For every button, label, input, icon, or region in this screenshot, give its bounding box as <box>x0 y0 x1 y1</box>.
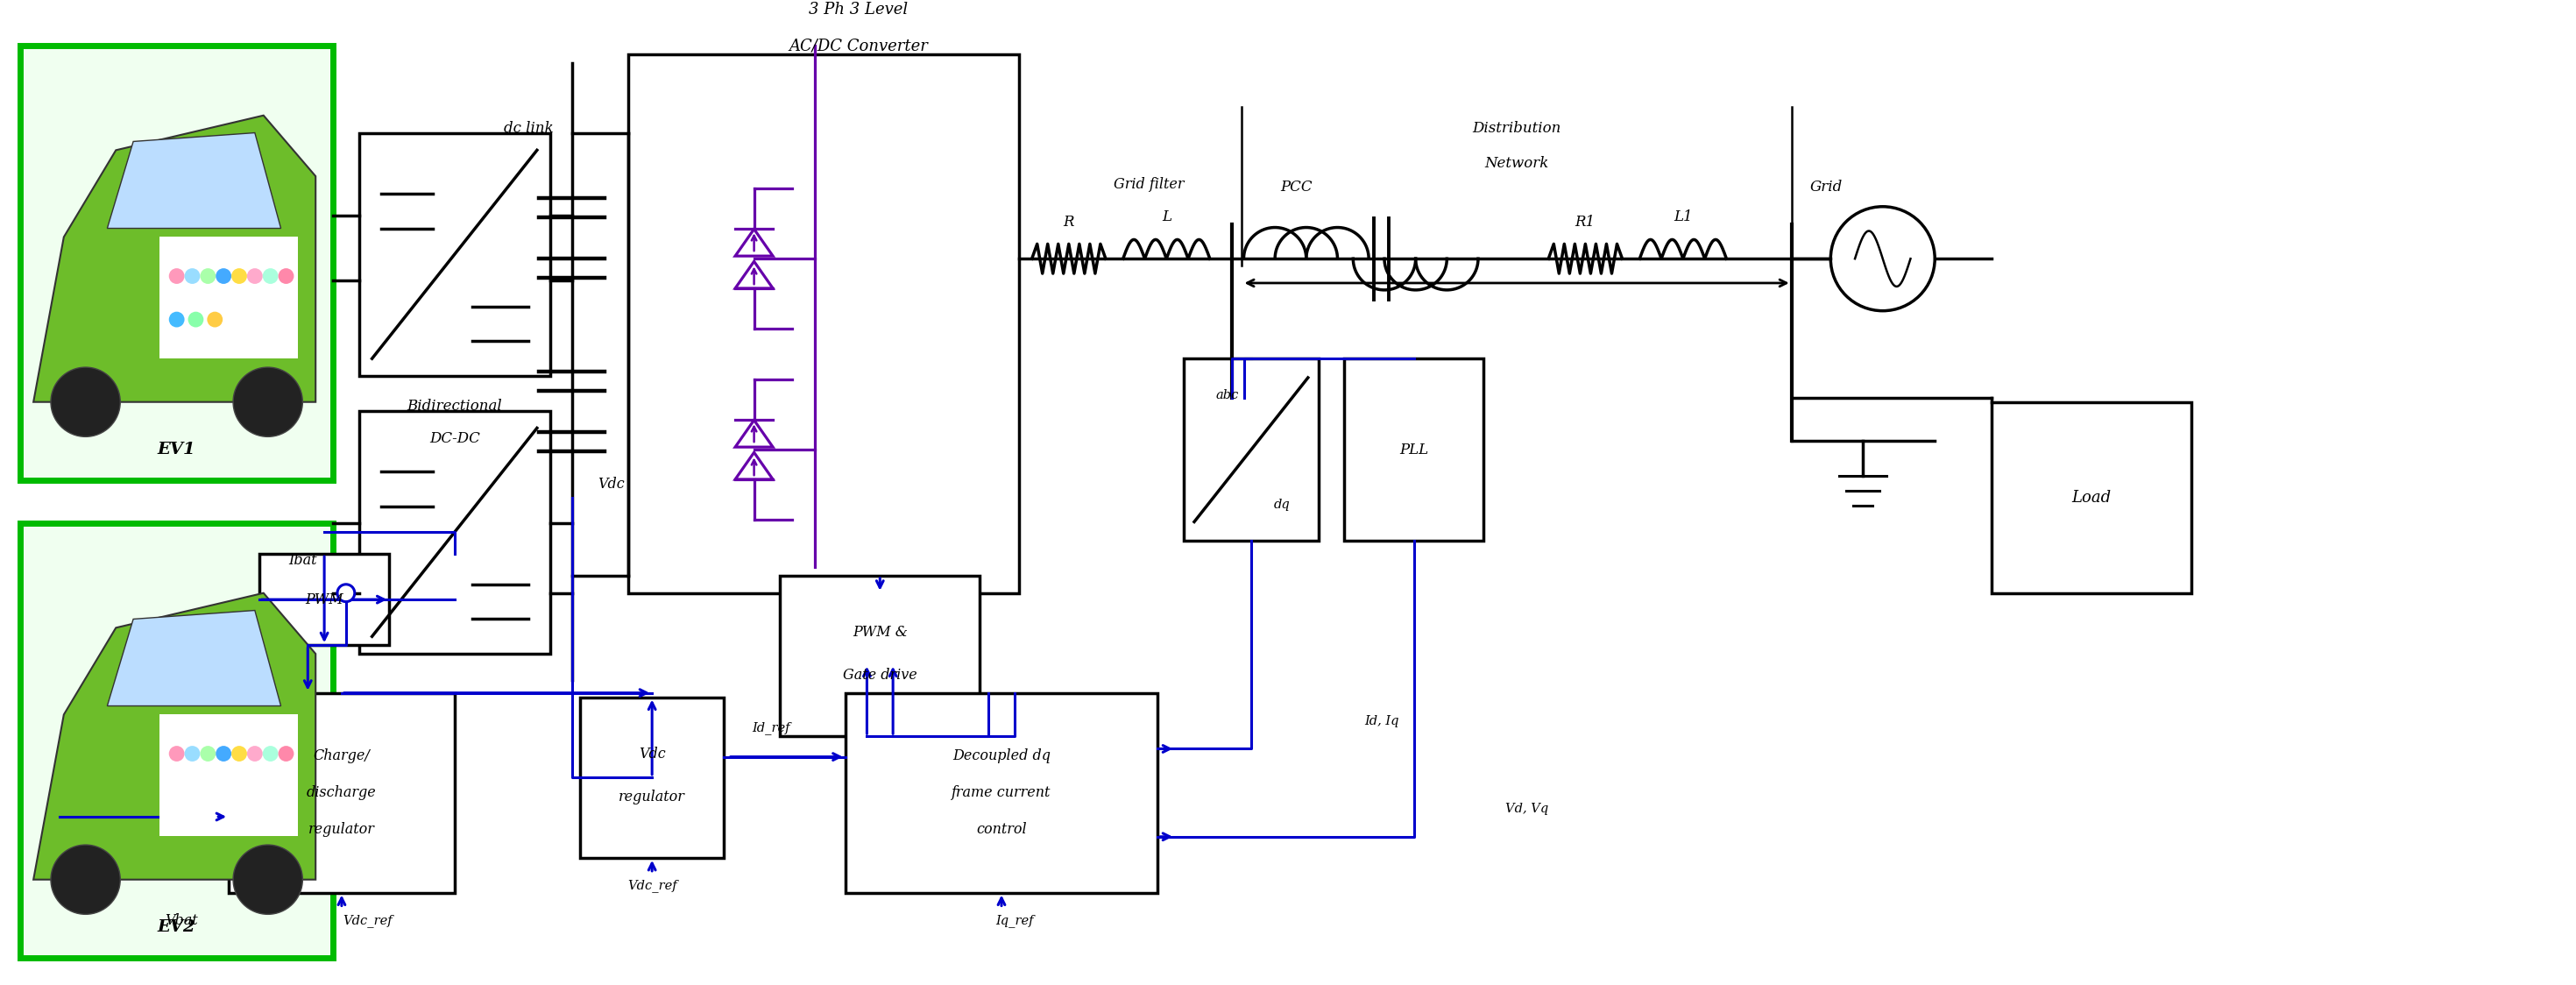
FancyBboxPatch shape <box>1345 359 1484 541</box>
Text: Network: Network <box>1484 156 1548 170</box>
Polygon shape <box>33 593 317 880</box>
Text: L: L <box>1162 210 1172 225</box>
Text: discharge: discharge <box>307 785 376 800</box>
Circle shape <box>170 268 185 284</box>
Text: Vdc: Vdc <box>598 477 623 492</box>
Circle shape <box>232 268 247 284</box>
Circle shape <box>216 746 232 761</box>
Text: dc link: dc link <box>502 121 554 136</box>
Circle shape <box>278 746 294 761</box>
Text: Ibat: Ibat <box>289 553 317 567</box>
Circle shape <box>52 845 121 914</box>
Circle shape <box>337 584 355 602</box>
Text: 3 Ph 3 Level: 3 Ph 3 Level <box>809 2 907 18</box>
Circle shape <box>247 746 263 761</box>
Circle shape <box>201 746 216 761</box>
Circle shape <box>247 268 263 284</box>
Text: Vdc: Vdc <box>639 747 665 761</box>
Text: frame current: frame current <box>951 785 1051 800</box>
Circle shape <box>170 311 185 327</box>
Text: Distribution: Distribution <box>1473 121 1561 136</box>
Text: PCC: PCC <box>1280 180 1314 195</box>
Text: Decoupled dq: Decoupled dq <box>953 749 1051 763</box>
Polygon shape <box>108 133 281 229</box>
Circle shape <box>206 311 222 327</box>
Text: regulator: regulator <box>618 789 685 804</box>
Circle shape <box>278 268 294 284</box>
Text: Vdc_ref: Vdc_ref <box>343 914 392 927</box>
Polygon shape <box>33 115 317 402</box>
FancyBboxPatch shape <box>781 575 979 737</box>
Text: R: R <box>1064 215 1074 230</box>
FancyBboxPatch shape <box>629 54 1020 593</box>
Text: dq: dq <box>1273 498 1291 510</box>
Circle shape <box>201 268 216 284</box>
FancyBboxPatch shape <box>845 692 1157 892</box>
Text: Vdc_ref: Vdc_ref <box>626 880 677 892</box>
Text: Grid filter: Grid filter <box>1113 177 1185 192</box>
FancyBboxPatch shape <box>580 697 724 858</box>
Text: Vd, Vq: Vd, Vq <box>1504 803 1548 815</box>
Circle shape <box>170 746 185 761</box>
Circle shape <box>185 268 201 284</box>
Circle shape <box>1832 207 1935 311</box>
Text: AC/DC Converter: AC/DC Converter <box>788 38 927 54</box>
Text: Vbat: Vbat <box>165 913 198 928</box>
Text: Bidirectional: Bidirectional <box>407 399 502 414</box>
Circle shape <box>52 367 121 436</box>
FancyBboxPatch shape <box>1185 359 1319 541</box>
Text: EV2: EV2 <box>157 919 196 935</box>
FancyBboxPatch shape <box>21 46 332 480</box>
Text: Id, Iq: Id, Iq <box>1365 715 1399 727</box>
FancyBboxPatch shape <box>1991 402 2192 593</box>
Circle shape <box>232 746 247 761</box>
Text: Gate drive: Gate drive <box>842 668 917 683</box>
FancyBboxPatch shape <box>358 411 551 654</box>
Circle shape <box>185 746 201 761</box>
Circle shape <box>263 268 278 284</box>
Text: L1: L1 <box>1674 210 1692 225</box>
Circle shape <box>232 367 301 436</box>
FancyBboxPatch shape <box>229 692 453 892</box>
Text: R1: R1 <box>1574 215 1595 230</box>
FancyBboxPatch shape <box>160 714 299 836</box>
Text: abc: abc <box>1216 389 1239 401</box>
FancyBboxPatch shape <box>160 237 299 359</box>
Text: regulator: regulator <box>309 821 376 836</box>
FancyBboxPatch shape <box>358 133 551 376</box>
Text: PWM: PWM <box>304 592 343 607</box>
Text: PLL: PLL <box>1399 442 1430 457</box>
Circle shape <box>263 746 278 761</box>
Circle shape <box>216 268 232 284</box>
Text: PWM &: PWM & <box>853 625 907 640</box>
Text: Iq_ref: Iq_ref <box>994 914 1033 927</box>
Circle shape <box>188 311 204 327</box>
FancyBboxPatch shape <box>21 524 332 957</box>
Text: DC-DC: DC-DC <box>430 431 479 446</box>
Text: control: control <box>976 821 1028 836</box>
Text: EV1: EV1 <box>157 442 196 458</box>
FancyBboxPatch shape <box>260 554 389 645</box>
Text: Charge/: Charge/ <box>314 749 371 763</box>
Text: Id_ref: Id_ref <box>752 722 791 735</box>
Circle shape <box>232 845 301 914</box>
Text: Grid: Grid <box>1811 180 1842 195</box>
Polygon shape <box>108 611 281 706</box>
Text: Load: Load <box>2071 490 2110 505</box>
